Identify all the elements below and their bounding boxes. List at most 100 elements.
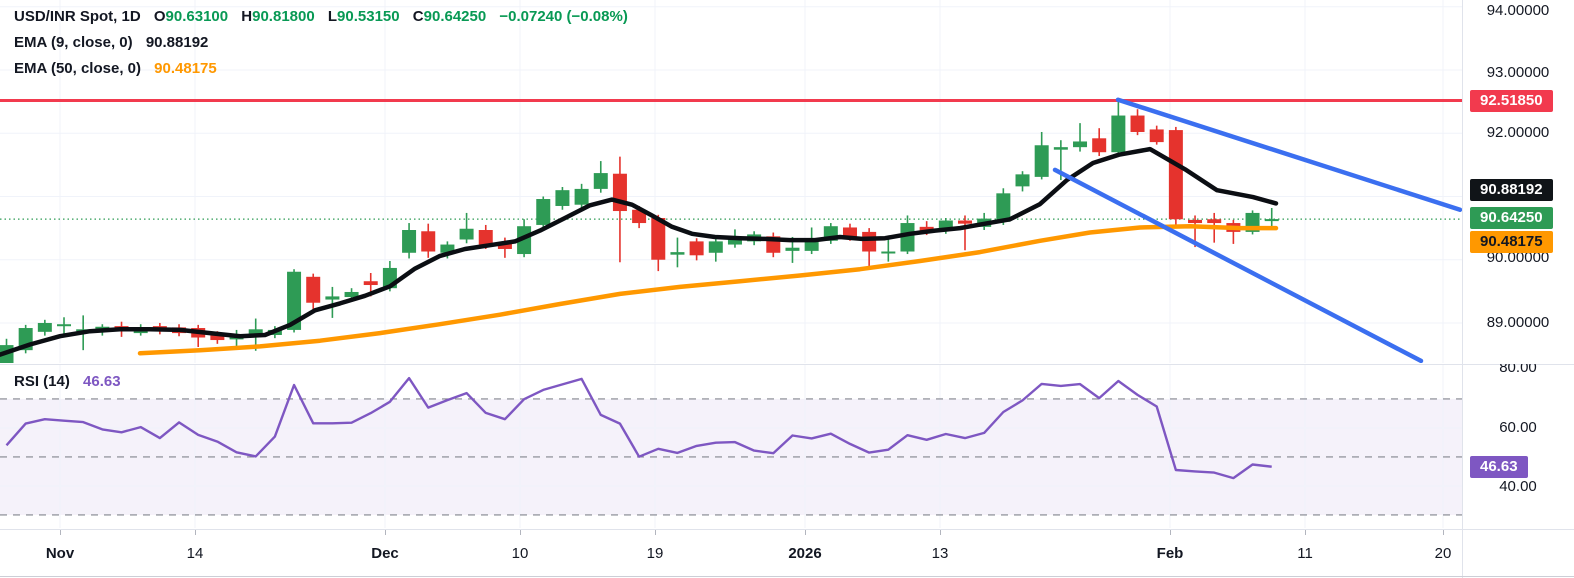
bottom-border [0,576,1574,577]
symbol-legend-row[interactable]: USD/INR Spot, 1D O90.63100 H90.81800 L90… [14,4,628,30]
time-axis-label: Nov [45,545,75,562]
time-axis-tick [655,530,656,535]
candle-body [593,173,608,189]
trendline[interactable] [1052,167,1424,363]
candle-body [1111,115,1126,153]
candle-body [727,236,742,245]
rsi-axis-label: 80.00 [1499,364,1537,376]
price-axis-label: 94.00000 [1486,2,1550,19]
rsi-label: RSI (14) [14,373,70,390]
price-axis-label: 90.00000 [1486,249,1550,266]
chart-legend[interactable]: USD/INR Spot, 1D O90.63100 H90.81800 L90… [14,4,628,82]
ohlc-close-value: 90.64250 [423,8,487,25]
candle-body [651,217,666,260]
rsi-axis[interactable]: 80.00 60.00 40.00 46.63 [1462,364,1574,529]
candle-body [900,223,915,252]
candle-body [670,252,685,255]
candle-body [881,251,896,254]
rsi-axis-label: 40.00 [1499,478,1537,495]
candle-body [363,281,378,286]
time-axis-label: 11 [1297,545,1313,562]
ohlc-high-value: 90.81800 [252,8,315,25]
candle-body [1149,129,1164,143]
ema50-value: 90.48175 [154,60,217,77]
candle-body [1015,174,1030,187]
price-axis-label: 93.00000 [1486,64,1550,81]
candle-body [632,209,647,224]
price-badge: 90.88192 [1470,179,1553,201]
candle-body [478,230,493,245]
ohlc-open-label: O [153,8,166,25]
rsi-legend[interactable]: RSI (14) 46.63 [14,369,121,395]
candle-body [248,329,263,334]
candle-body [708,241,723,253]
rsi-indicator-pane[interactable] [0,365,1462,528]
price-badge: 90.48175 [1470,231,1553,253]
time-axis-label: 14 [186,545,204,562]
time-axis-label: 2026 [788,545,822,562]
candle-body [1130,115,1145,132]
pane-separator[interactable] [0,364,1574,365]
candle-body [1207,219,1222,224]
rsi-line [5,376,1272,480]
price-chart-pane[interactable] [0,0,1462,363]
candle-body [689,241,704,256]
candle-body [1053,147,1068,150]
price-badge: 92.51850 [1470,90,1553,112]
time-axis-tick [805,530,806,535]
ohlc-close-label: C [412,8,424,25]
candle-body [919,226,934,232]
time-axis-label: 13 [931,545,949,562]
candle-body [785,247,800,251]
time-axis-tick [940,530,941,535]
ema9-legend-row[interactable]: EMA (9, close, 0) 90.88192 [14,30,628,56]
candle-body [344,291,359,298]
rsi-axis-label: 60.00 [1499,419,1537,436]
ema9-value: 90.88192 [145,34,209,51]
time-axis-label: 19 [646,545,664,562]
candle-body [229,336,244,340]
candle-body [536,199,551,225]
ema50-label: EMA (50, close, 0) [14,60,141,77]
candle-body [1188,219,1203,224]
candle-body [440,244,455,253]
candle-body [517,226,532,255]
time-axis-tick [195,530,196,535]
time-axis-tick [1305,530,1306,535]
price-axis-separator [1462,0,1463,578]
time-axis-label: 20 [1434,545,1452,562]
candle-body [612,173,627,212]
ohlc-open-value: 90.63100 [165,8,229,25]
candle-body [842,227,857,238]
candle-body [555,190,570,206]
ema9-line [0,146,1279,357]
ema50-legend-row[interactable]: EMA (50, close, 0) 90.48175 [14,56,628,82]
candle-body [938,220,953,231]
trendline[interactable] [1115,97,1462,213]
price-axis-label: 92.00000 [1486,124,1550,141]
candle-body [996,193,1011,222]
symbol-title: USD/INR Spot, 1D [14,8,141,25]
candle-body [37,322,52,332]
price-badge: 90.64250 [1470,207,1553,229]
time-axis-tick [1443,530,1444,535]
ema50-line [137,223,1279,356]
rsi-badge: 46.63 [1470,456,1528,478]
price-axis-label: 89.00000 [1486,314,1550,331]
candle-body [1092,138,1107,153]
candle-body [497,242,512,249]
time-axis[interactable]: Nov 14 Dec 10 19 2026 13 Feb 11 20 [0,530,1574,577]
candle-body [459,228,474,240]
ohlc-high-label: H [241,8,253,25]
candle-body [306,276,321,303]
candle-body [402,230,417,253]
candle-body [57,324,72,327]
price-axis[interactable]: 94.00000 93.00000 92.00000 90.00000 89.00000… [1462,0,1574,364]
time-axis-tick [1170,530,1171,535]
rsi-legend-row[interactable]: RSI (14) 46.63 [14,369,121,395]
candle-body [421,231,436,252]
time-axis-separator [0,529,1574,530]
time-axis-label: Dec [371,545,399,562]
ohlc-low-value: 90.53150 [337,8,400,25]
